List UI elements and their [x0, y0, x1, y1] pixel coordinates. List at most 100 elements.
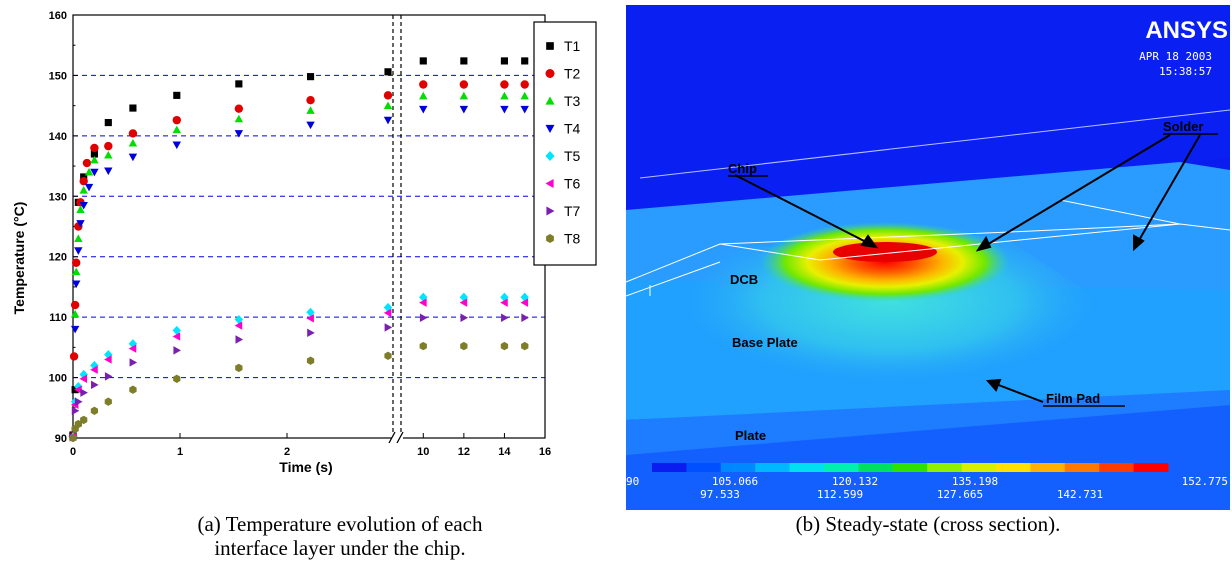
data-point	[91, 380, 99, 390]
data-point	[383, 116, 393, 125]
data-point	[459, 91, 469, 100]
data-point	[90, 155, 99, 164]
color-bar-segment	[652, 463, 687, 472]
series-t4	[68, 105, 529, 441]
data-point	[173, 374, 181, 383]
caption-b: (b) Steady-state (cross section).	[626, 512, 1230, 536]
data-point	[79, 201, 88, 210]
data-point	[500, 341, 509, 351]
color-bar-segment	[686, 463, 722, 472]
series-t8	[69, 341, 529, 443]
label-chip: Chip	[728, 161, 757, 176]
data-point	[521, 313, 529, 322]
data-point	[104, 355, 112, 364]
data-point	[419, 91, 428, 100]
data-point	[70, 300, 80, 310]
label-dcb: DCB	[730, 272, 758, 287]
data-point	[520, 105, 529, 114]
data-point	[234, 114, 244, 123]
x-tick-label: 12	[458, 446, 470, 458]
legend-label: T7	[564, 203, 581, 219]
data-point	[459, 298, 468, 307]
data-point	[173, 91, 181, 99]
data-point	[74, 247, 83, 255]
legend-label: T6	[564, 176, 581, 192]
data-point	[234, 104, 244, 113]
data-point	[383, 308, 392, 318]
color-bar-label: 97.533	[700, 488, 740, 501]
data-point	[104, 167, 113, 176]
caption-a: (a) Temperature evolution of each interf…	[60, 512, 620, 560]
legend-marker	[545, 96, 555, 105]
break-mark	[396, 431, 404, 444]
data-point	[104, 141, 113, 151]
data-point	[500, 80, 509, 89]
data-point	[129, 104, 137, 112]
label-solder: Solder	[1163, 119, 1203, 134]
data-point	[72, 258, 81, 267]
color-bar-label: 120.132	[832, 475, 878, 488]
legend-marker	[545, 69, 555, 78]
y-tick-label: 120	[49, 252, 67, 264]
data-point	[76, 205, 85, 213]
data-point	[90, 150, 98, 158]
data-point	[74, 234, 83, 242]
data-point	[460, 341, 468, 351]
x-tick-label: 2	[284, 446, 290, 458]
data-point	[70, 325, 80, 334]
data-point	[90, 365, 98, 374]
color-bar-segment	[1030, 463, 1066, 472]
data-point	[79, 369, 88, 380]
data-point	[129, 358, 138, 367]
data-point	[500, 292, 509, 302]
legend-label: T8	[564, 231, 581, 247]
data-point	[306, 106, 315, 114]
color-bar-label: 135.198	[952, 475, 998, 488]
break-gap	[392, 432, 403, 444]
data-point	[306, 73, 315, 81]
data-point	[234, 314, 244, 325]
data-point	[104, 150, 113, 159]
legend-marker	[546, 234, 554, 243]
simulation-background	[625, 5, 1231, 510]
data-point	[306, 307, 315, 317]
data-point	[520, 298, 529, 307]
data-point	[419, 341, 427, 351]
data-point	[520, 91, 529, 100]
y-tick-label: 140	[49, 131, 67, 143]
color-bar-label: 90	[626, 475, 639, 488]
color-bar-label: 127.665	[937, 488, 983, 501]
data-point	[172, 141, 181, 150]
data-point	[235, 80, 243, 88]
color-bar-segment	[789, 463, 825, 472]
y-tick-label: 90	[55, 433, 67, 445]
y-tick-label: 100	[49, 373, 67, 385]
color-bar-label: 112.599	[817, 488, 863, 501]
x-tick-label: 16	[539, 446, 551, 458]
data-point	[72, 267, 81, 276]
data-point	[384, 323, 393, 332]
legend-marker	[546, 206, 555, 216]
x-tick-label: 1	[177, 446, 183, 458]
color-bar-segment	[858, 463, 894, 472]
sim-time: 15:38:57	[1159, 65, 1212, 78]
x-tick-label: 0	[70, 446, 76, 458]
legend-marker	[545, 151, 555, 161]
data-point	[79, 176, 88, 186]
data-point	[521, 341, 529, 351]
data-point	[306, 314, 314, 323]
y-axis-title: Temperature (°C)	[11, 202, 27, 315]
data-point	[306, 96, 315, 105]
color-bar-label: 152.775	[1182, 475, 1228, 488]
caption-a-line1: (a) Temperature evolution of each	[197, 512, 483, 536]
data-point	[70, 309, 80, 318]
data-point	[72, 280, 81, 289]
data-point	[84, 183, 94, 192]
color-bar: 90 105.066 120.132 135.198 152.775 97.533 112.…	[626, 463, 1228, 501]
data-point	[383, 101, 393, 110]
data-point	[104, 372, 113, 381]
data-point	[500, 298, 508, 307]
data-point	[500, 105, 509, 114]
break-mark	[388, 431, 396, 444]
